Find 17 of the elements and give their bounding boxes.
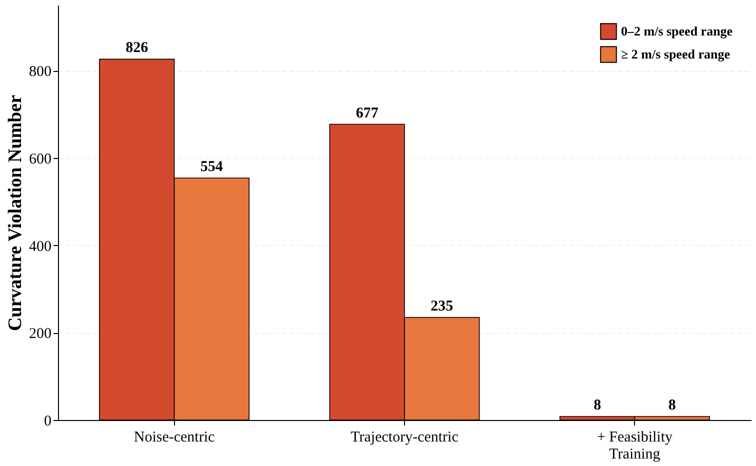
data-label: 8 — [594, 398, 602, 414]
data-label: 8 — [668, 398, 676, 414]
data-label: 235 — [430, 298, 454, 314]
data-label: 677 — [356, 105, 379, 122]
x-tick-label: + Feasibility Training — [596, 430, 673, 462]
x-tick-label: Trajectory-centric — [350, 430, 459, 446]
y-tick-label: 200 — [29, 326, 52, 342]
data-label: 826 — [126, 40, 149, 56]
y-axis-title: Curvature Violation Number — [5, 94, 26, 332]
x-tick-label: Noise-centric — [134, 430, 216, 446]
y-tick-label: 0 — [44, 414, 52, 430]
legend-label: 0–2 m/s speed range — [621, 24, 733, 38]
data-label: 554 — [200, 158, 224, 175]
legend-label: ≥ 2 m/s speed range — [621, 46, 730, 62]
y-tick-label: 800 — [29, 64, 52, 80]
y-tick-label: 400 — [29, 238, 52, 255]
y-tick-label: 600 — [29, 151, 52, 168]
